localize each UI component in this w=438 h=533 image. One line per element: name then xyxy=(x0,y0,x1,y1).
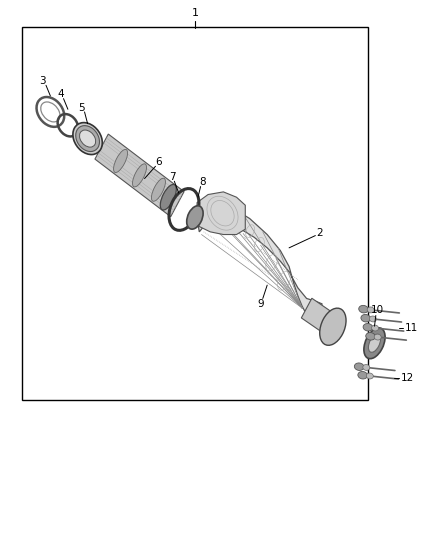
Text: 6: 6 xyxy=(155,157,162,167)
Ellipse shape xyxy=(320,308,346,345)
Text: 12: 12 xyxy=(401,374,414,383)
Ellipse shape xyxy=(133,164,146,187)
Polygon shape xyxy=(197,203,322,317)
Text: 7: 7 xyxy=(169,172,176,182)
Ellipse shape xyxy=(366,373,373,379)
Ellipse shape xyxy=(366,333,375,340)
Polygon shape xyxy=(196,192,245,235)
Ellipse shape xyxy=(354,363,364,370)
Text: 11: 11 xyxy=(405,323,418,333)
Polygon shape xyxy=(301,298,338,336)
Ellipse shape xyxy=(160,184,177,210)
Text: 1: 1 xyxy=(191,9,198,18)
Bar xyxy=(22,27,368,400)
Ellipse shape xyxy=(361,314,371,322)
Ellipse shape xyxy=(76,126,99,151)
Ellipse shape xyxy=(113,149,127,173)
Ellipse shape xyxy=(367,307,374,313)
Polygon shape xyxy=(95,134,184,216)
Text: 9: 9 xyxy=(258,299,265,309)
Ellipse shape xyxy=(369,316,376,322)
Ellipse shape xyxy=(358,372,367,379)
Text: 4: 4 xyxy=(57,90,64,99)
Ellipse shape xyxy=(374,334,381,340)
Text: 8: 8 xyxy=(199,177,206,187)
Ellipse shape xyxy=(80,130,95,147)
Ellipse shape xyxy=(364,328,385,359)
Ellipse shape xyxy=(359,305,368,313)
Text: 10: 10 xyxy=(371,305,384,315)
Ellipse shape xyxy=(363,324,373,331)
Ellipse shape xyxy=(187,206,203,229)
Ellipse shape xyxy=(363,365,370,370)
Text: 5: 5 xyxy=(78,103,85,112)
Ellipse shape xyxy=(371,325,378,331)
Ellipse shape xyxy=(152,178,166,201)
Text: 2: 2 xyxy=(316,229,323,238)
Text: 3: 3 xyxy=(39,76,46,86)
Ellipse shape xyxy=(368,334,381,352)
Ellipse shape xyxy=(73,123,102,155)
